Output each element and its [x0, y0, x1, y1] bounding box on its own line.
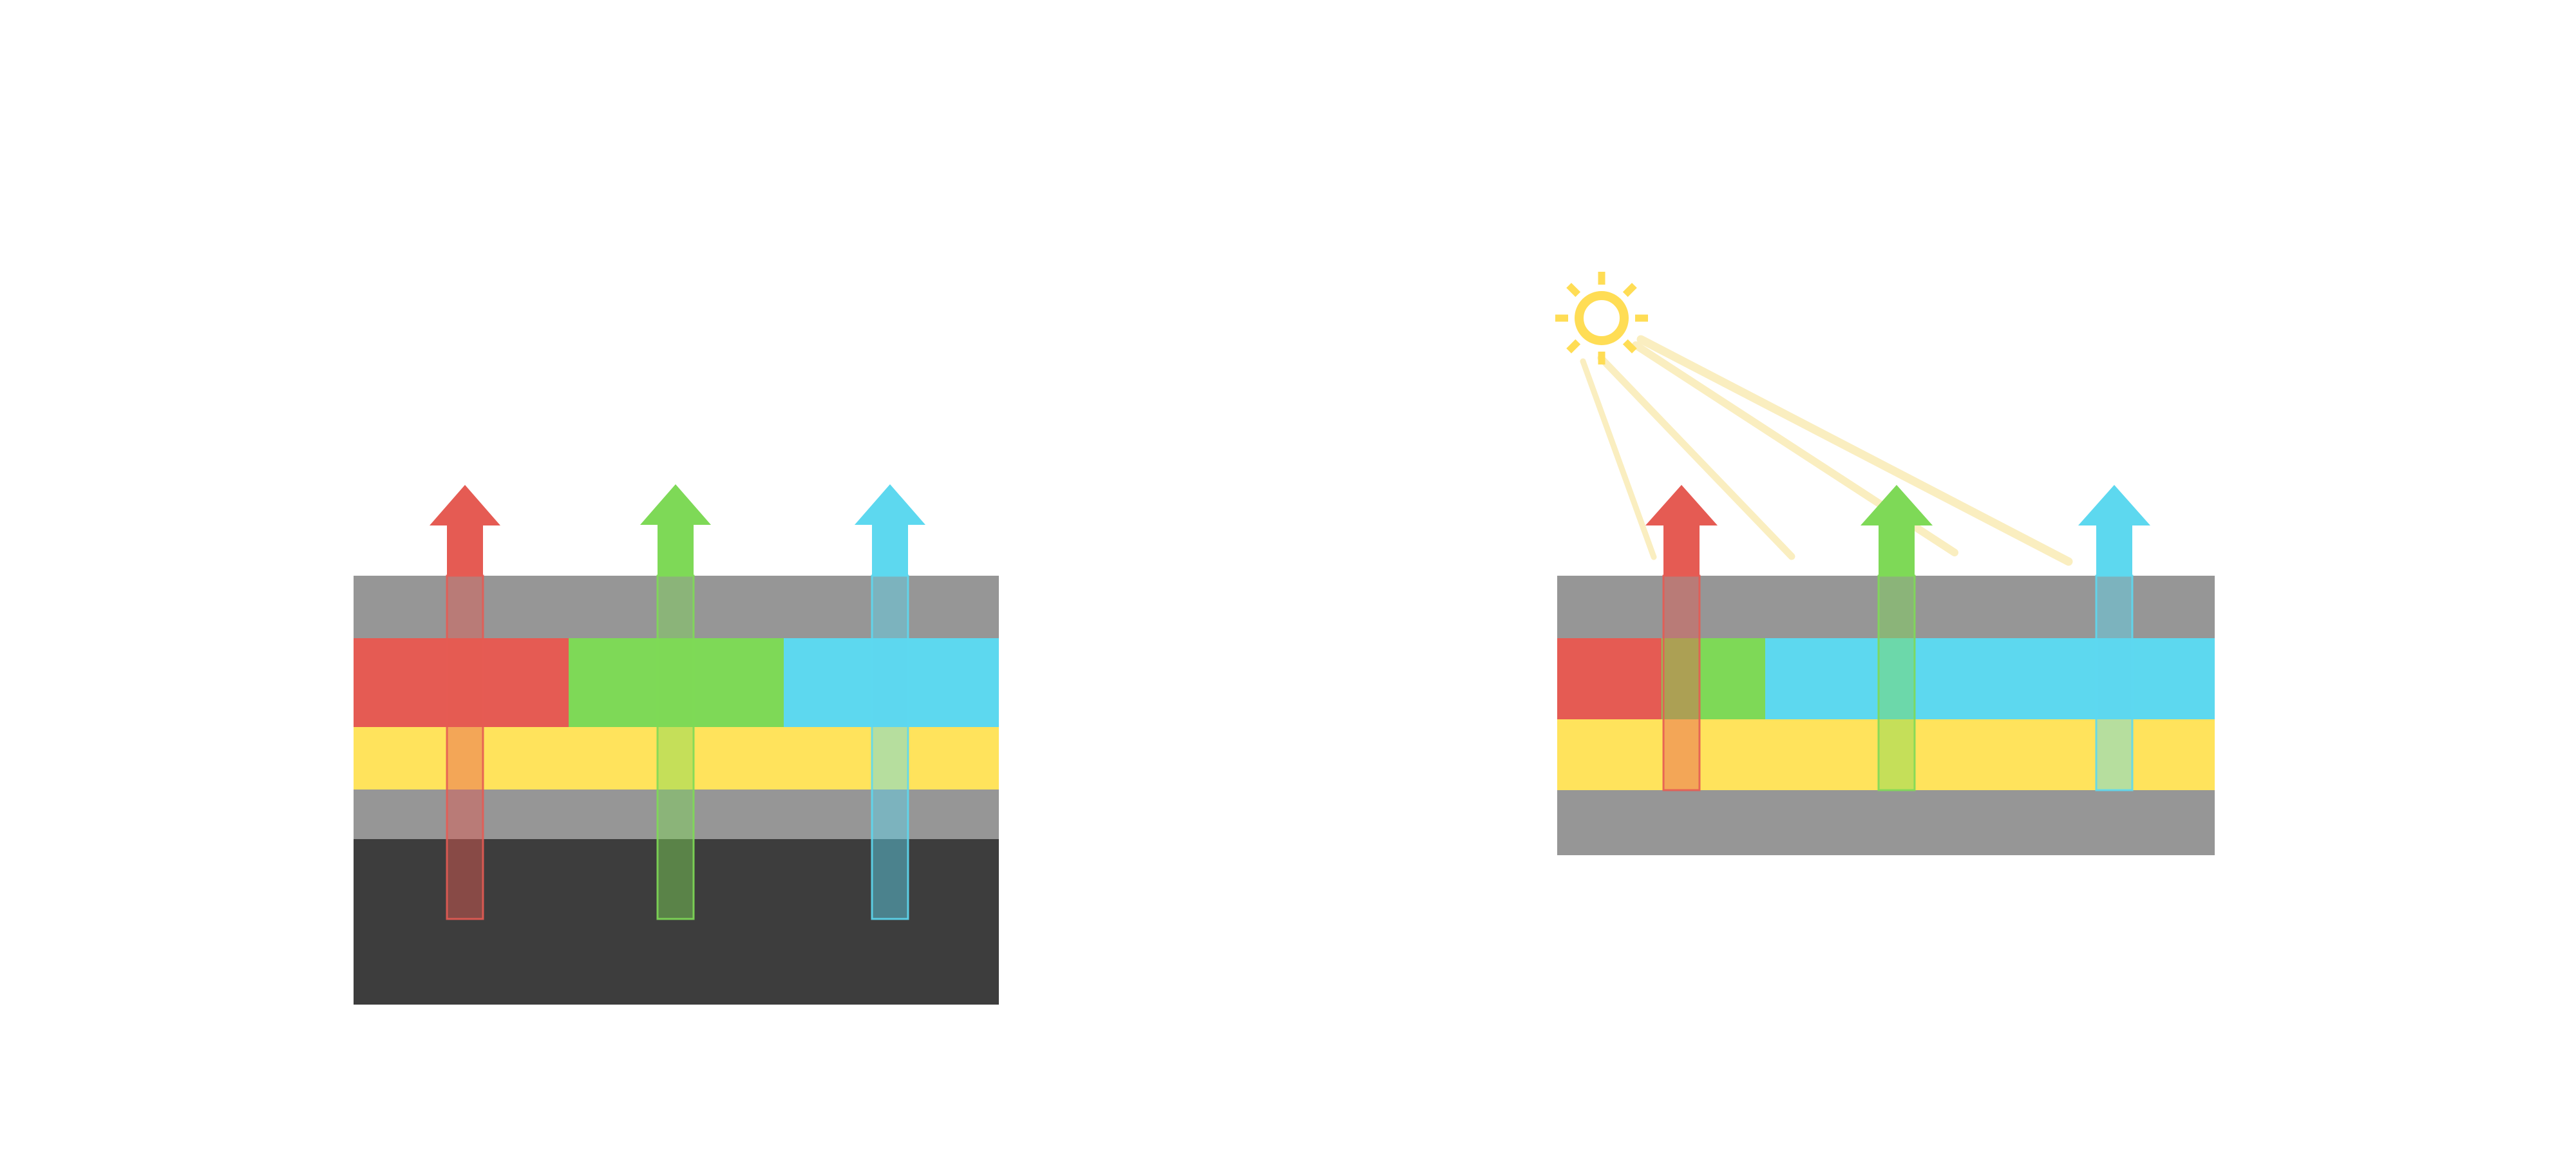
rgb-emitter-layer [354, 638, 999, 727]
top-gray-layer [354, 576, 999, 638]
blue-emission-arrow-tail [2095, 574, 2134, 791]
arrow-tail-group [446, 574, 909, 920]
bottom-dark-layer [354, 839, 999, 1005]
mid-gray-layer [354, 790, 999, 839]
sun-spoke-4 [1622, 339, 1637, 354]
sun-spoke-6 [1566, 339, 1581, 354]
red-emission-arrow-solid [430, 485, 500, 576]
arrow-solid-group [430, 484, 925, 576]
yellow-layer [354, 727, 999, 790]
top-gray-layer [1557, 576, 2215, 638]
red-emission-arrow-tail [446, 574, 484, 920]
green-subpixel [569, 638, 784, 727]
red-subpixel [1557, 638, 1662, 719]
emissive-stack-with-sun [1555, 272, 2215, 855]
yellow-layer [1557, 719, 2215, 790]
red-subpixel [354, 638, 569, 727]
sun-ring [1575, 291, 1629, 345]
bottom-gray-layer [1557, 790, 2215, 855]
blue-emission-arrow-solid [2078, 485, 2150, 576]
sun-ray-1 [1580, 358, 1657, 560]
blue-emission-arrow-solid [855, 484, 925, 576]
emissive-stack-without-sun [354, 484, 999, 1005]
arrow-tail-group [1662, 574, 2134, 791]
blue-emission-arrow-tail [871, 574, 909, 920]
red-emission-arrow-solid [1645, 485, 1718, 576]
green-emission-arrow-solid [640, 484, 711, 576]
rgb-emitter-layer [1557, 638, 2215, 719]
green-emission-arrow-tail [656, 574, 695, 920]
arrow-solid-group [1645, 485, 2150, 576]
sun-spoke-2 [1622, 283, 1637, 298]
sun-ray-2 [1597, 354, 1795, 560]
sun-spoke-8 [1566, 283, 1581, 298]
green-emission-arrow-solid [1861, 485, 1933, 576]
blue-subpixel [1765, 638, 2215, 719]
sun-icon [1555, 272, 1648, 364]
sun-ray-4 [1636, 335, 2073, 566]
red-emission-arrow-tail [1662, 574, 1701, 791]
layer-stack [354, 576, 999, 1005]
layer-stack [1557, 576, 2215, 855]
green-subpixel [1662, 638, 1765, 719]
green-emission-arrow-tail [1877, 574, 1916, 791]
blue-subpixel [784, 638, 999, 727]
